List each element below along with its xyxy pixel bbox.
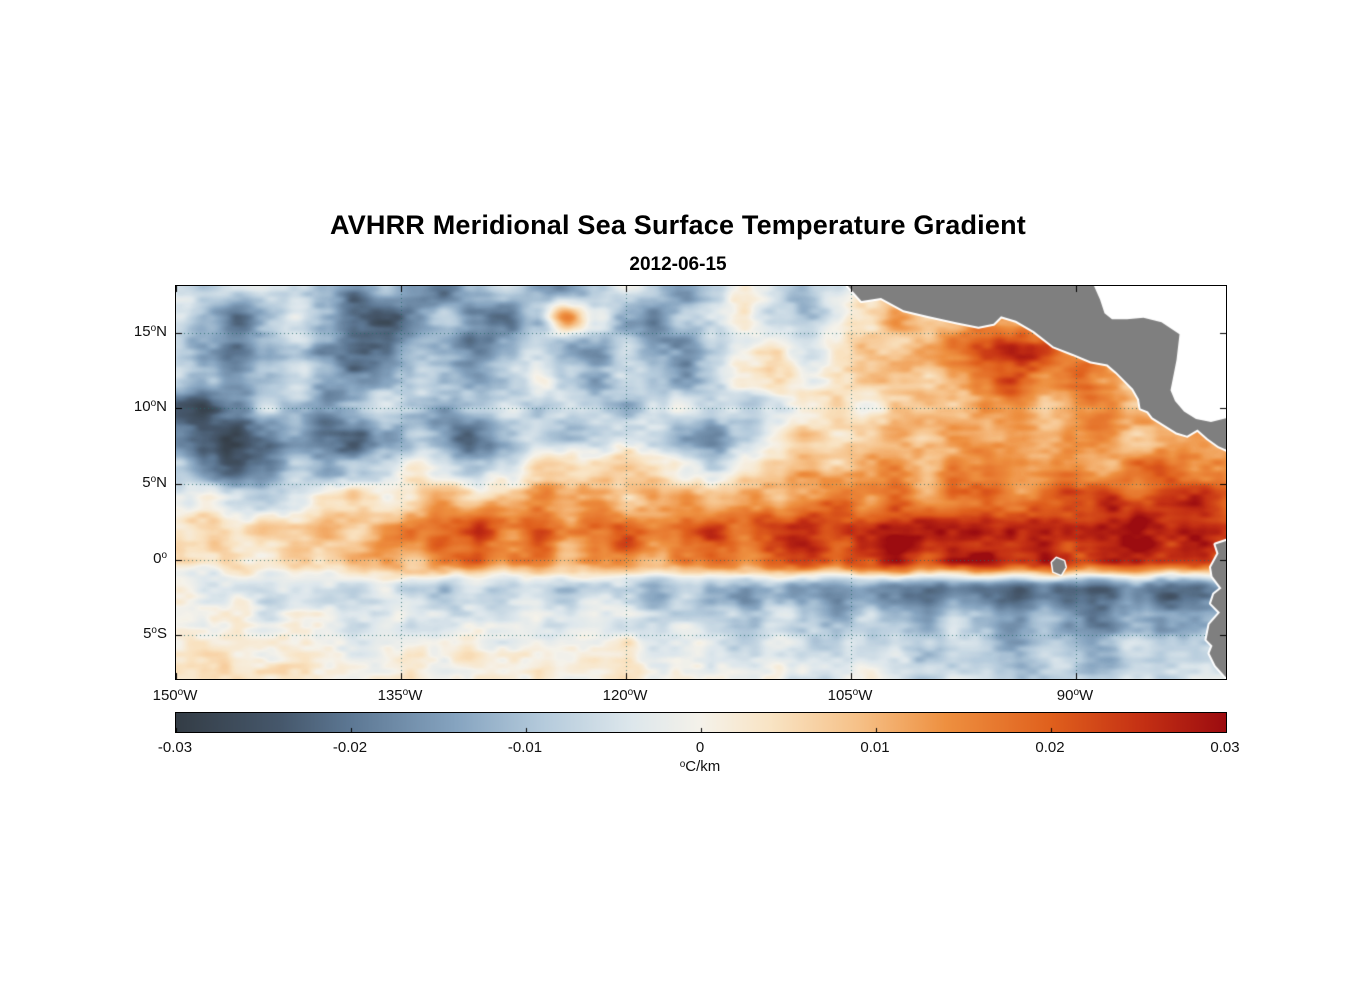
y-tick-label: 5oS [143, 625, 167, 643]
colorbar-tick-label: -0.02 [332, 739, 368, 756]
colorbar-canvas [176, 713, 1226, 732]
x-tick-label: 90oW [1056, 687, 1094, 704]
x-tick-label: 135oW [377, 687, 423, 704]
colorbar-tick-label: -0.03 [157, 739, 193, 756]
y-tick-label: 15oN [133, 322, 167, 340]
colorbar-unit-label: oC/km [175, 758, 1225, 775]
x-tick-label: 120oW [602, 687, 648, 704]
chart-title: AVHRR Meridional Sea Surface Temperature… [330, 210, 1026, 240]
degree-symbol: o [679, 758, 686, 770]
colorbar-tick-label: 0.01 [860, 739, 890, 756]
colorbar-tick-label: -0.01 [507, 739, 543, 756]
colorbar-tick-label: 0.02 [1035, 739, 1065, 756]
colorbar-tick-label: 0 [695, 739, 705, 756]
colorbar-tick-label: 0.03 [1210, 739, 1240, 756]
y-tick-label: 10oN [133, 398, 167, 416]
unit-text: C/km [685, 758, 721, 775]
chart-subtitle: 2012-06-15 [629, 254, 727, 275]
heatmap-canvas [176, 286, 1226, 679]
x-tick-label: 105oW [827, 687, 873, 704]
x-tick-label: 150oW [152, 687, 198, 704]
colorbar [175, 712, 1227, 733]
map-plot-area [175, 285, 1227, 680]
y-tick-label: 5oN [142, 474, 167, 491]
y-tick-label: 0o [153, 549, 167, 567]
